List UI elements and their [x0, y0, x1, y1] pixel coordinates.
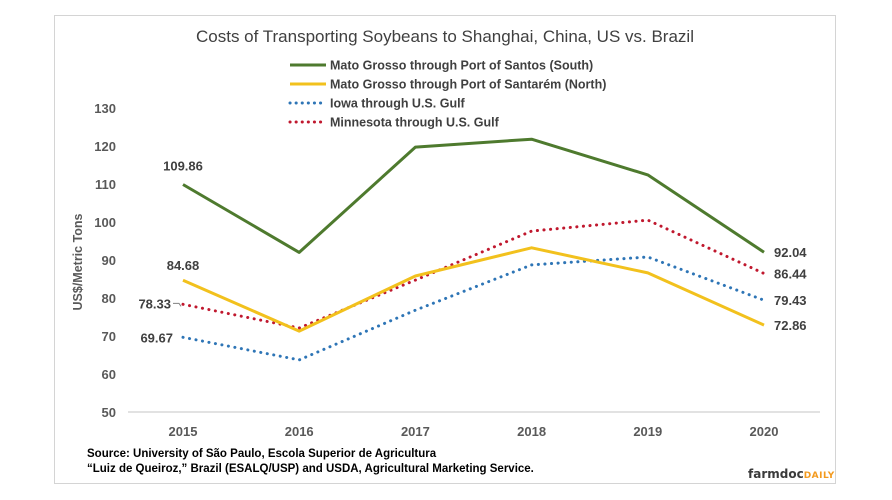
legend-label: Mato Grosso through Port of Santos (Sout…: [330, 59, 593, 73]
source-line-2: “Luiz de Queiroz,” Brazil (ESALQ/USP) an…: [87, 463, 534, 475]
legend-item: Mato Grosso through Port of Santos (Sout…: [290, 59, 593, 73]
y-axis-ticks: 50 60 70 80 90 100 110 120 130: [94, 101, 116, 420]
x-tick-label: 2017: [401, 424, 430, 439]
legend: Mato Grosso through Port of Santos (Sout…: [288, 59, 606, 130]
data-label: 92.04: [774, 245, 807, 260]
farmdoc-daily-logo: farmdocDAILY: [748, 467, 835, 481]
series-line-0: [182, 137, 765, 254]
label-leader-line: [173, 302, 182, 307]
chart-title: Costs of Transporting Soybeans to Shangh…: [196, 27, 694, 46]
y-tick-label: 120: [94, 139, 116, 154]
data-labels: 109.86 92.04 84.68 72.86 69.67 79.43 78.33 86.4…: [138, 159, 807, 346]
data-label: 86.44: [774, 267, 807, 282]
data-label: 72.86: [774, 318, 807, 333]
x-tick-label: 2019: [633, 424, 662, 439]
series-lines: [181, 137, 766, 362]
y-tick-label: 60: [102, 367, 116, 382]
legend-label: Minnesota through U.S. Gulf: [330, 116, 500, 130]
x-axis-ticks: 2015 2016 2017 2018 2019 2020: [169, 424, 779, 439]
source-line-1: Source: University of São Paulo, Escola …: [87, 448, 437, 460]
y-tick-label: 110: [95, 177, 116, 192]
x-tick-label: 2016: [285, 424, 314, 439]
legend-item: Mato Grosso through Port of Santarém (No…: [290, 78, 606, 92]
chart-frame: [54, 15, 836, 484]
series-line-2: [181, 255, 766, 362]
y-tick-label: 50: [102, 405, 116, 420]
data-label: 79.43: [774, 293, 807, 308]
data-label: 69.67: [140, 330, 173, 345]
logo-text: farmdocDAILY: [748, 467, 835, 481]
y-tick-label: 80: [102, 291, 116, 306]
legend-item: Minnesota through U.S. Gulf: [288, 116, 500, 130]
series-line-1: [182, 246, 765, 333]
y-tick-label: 70: [102, 329, 116, 344]
data-label: 78.33: [138, 296, 171, 311]
data-label: 84.68: [167, 258, 200, 273]
legend-item: Iowa through U.S. Gulf: [288, 97, 466, 111]
data-label: 109.86: [163, 159, 203, 174]
logo-part-daily: DAILY: [804, 471, 835, 481]
x-tick-label: 2020: [750, 424, 779, 439]
legend-label: Iowa through U.S. Gulf: [330, 97, 466, 111]
y-axis-label: US$/Metric Tons: [71, 213, 85, 310]
logo-part-farmdoc: farmdoc: [748, 467, 804, 481]
legend-label: Mato Grosso through Port of Santarém (No…: [330, 78, 606, 92]
x-tick-label: 2015: [169, 424, 198, 439]
x-tick-label: 2018: [517, 424, 546, 439]
y-tick-label: 100: [94, 215, 116, 230]
y-tick-label: 90: [102, 253, 116, 268]
y-tick-label: 130: [94, 101, 116, 116]
